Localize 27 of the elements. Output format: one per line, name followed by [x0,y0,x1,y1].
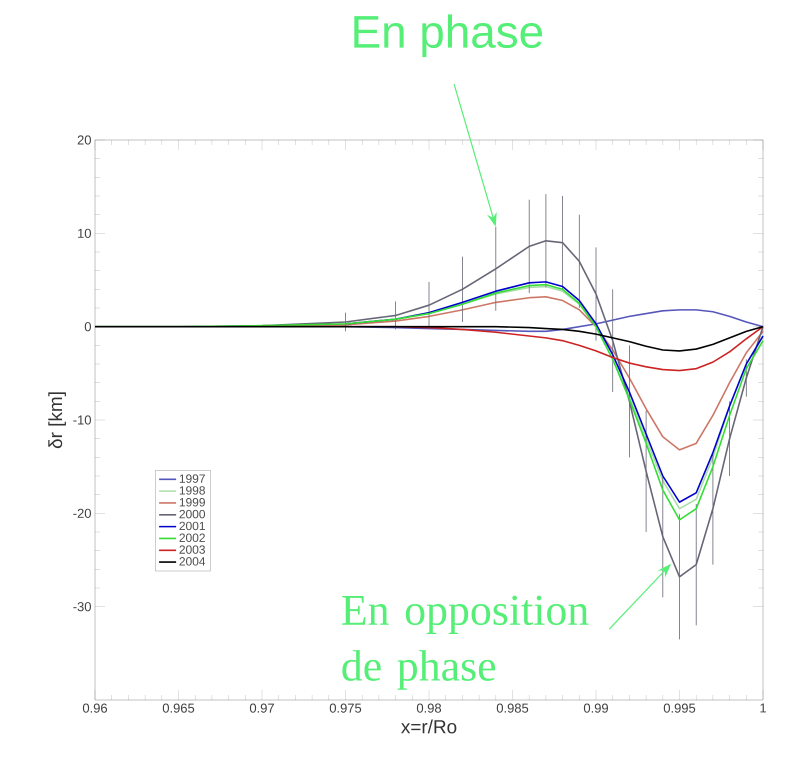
x-tick-label: 0.97 [250,704,274,713]
y-tick-label: -30 [73,602,91,612]
y-tick-label: 0 [84,322,91,332]
x-tick-label: 1 [760,704,766,712]
x-axis-title: x=r/Ro [401,720,456,734]
annotation: En opposition de phase [342,596,589,690]
y-tick-label: 10 [78,228,91,238]
legend-label: 2003 [179,545,205,554]
legend-label: 1999 [180,498,205,506]
x-tick-label: 0.99 [584,704,608,713]
y-tick-label: -10 [73,415,91,425]
legend-label: 2004 [179,557,206,566]
x-tick-label: 0.98 [416,704,442,713]
x-tick-label: 0.995 [664,704,696,713]
annotation: En phase [354,14,542,58]
x-tick-label: 0.985 [496,704,528,713]
x-tick-label: 0.96 [82,704,108,713]
legend-label: 1997 [180,474,205,483]
y-tick-label: -20 [73,508,91,518]
legend-label: 2001 [179,522,205,530]
legend-label: 2002 [179,534,205,542]
legend-label: 1998 [180,486,205,495]
x-tick-label: 0.965 [162,704,194,713]
legend-label: 2000 [179,510,206,518]
y-axis-title: δr [km] [48,392,66,448]
y-tick-label: 20 [78,135,91,145]
x-tick-label: 0.975 [330,704,362,713]
